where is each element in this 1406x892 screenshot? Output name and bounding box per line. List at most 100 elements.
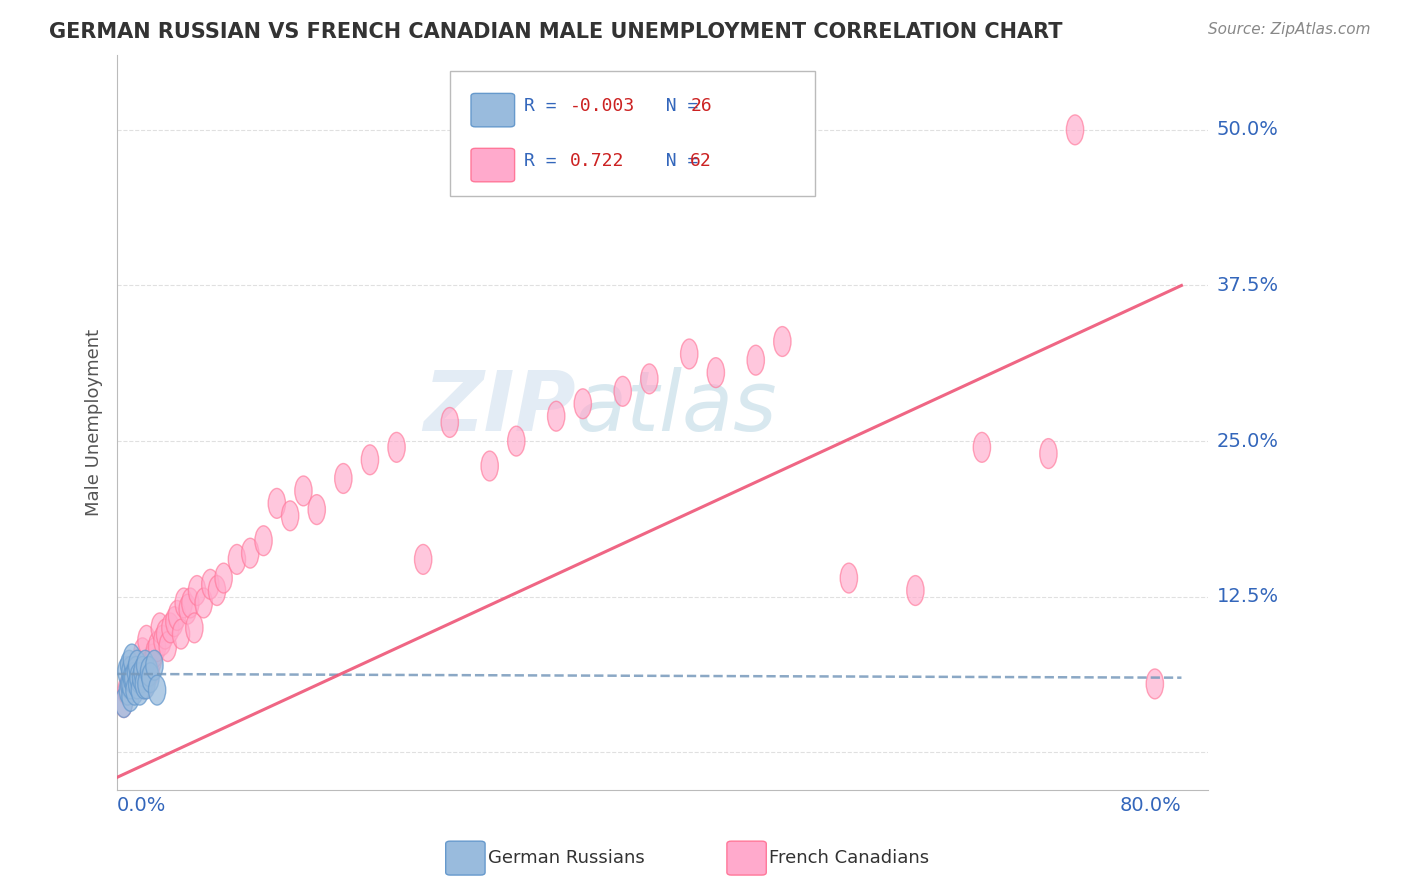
Ellipse shape (146, 650, 163, 681)
Ellipse shape (136, 669, 153, 698)
Ellipse shape (134, 638, 150, 668)
Ellipse shape (124, 663, 141, 692)
Ellipse shape (308, 495, 325, 524)
Ellipse shape (120, 675, 136, 705)
Ellipse shape (138, 669, 155, 698)
Ellipse shape (142, 663, 159, 692)
Ellipse shape (208, 575, 225, 606)
Ellipse shape (121, 669, 138, 698)
Ellipse shape (131, 663, 149, 692)
Ellipse shape (169, 600, 186, 631)
Text: 25.0%: 25.0% (1216, 432, 1278, 450)
Ellipse shape (121, 669, 138, 698)
Ellipse shape (128, 669, 146, 698)
Ellipse shape (122, 669, 139, 698)
Ellipse shape (127, 657, 145, 687)
Ellipse shape (121, 650, 138, 681)
Ellipse shape (388, 433, 405, 462)
Ellipse shape (145, 644, 162, 674)
Ellipse shape (907, 575, 924, 606)
Text: French Canadians: French Canadians (769, 849, 929, 867)
Ellipse shape (201, 569, 219, 599)
Ellipse shape (614, 376, 631, 406)
Ellipse shape (215, 563, 232, 593)
Ellipse shape (242, 538, 259, 568)
Ellipse shape (574, 389, 592, 418)
Ellipse shape (166, 607, 183, 637)
Ellipse shape (131, 675, 149, 705)
Ellipse shape (195, 588, 212, 618)
Ellipse shape (128, 650, 146, 681)
Ellipse shape (146, 638, 163, 668)
Ellipse shape (173, 619, 190, 649)
Ellipse shape (228, 544, 246, 574)
Ellipse shape (176, 588, 193, 618)
Ellipse shape (132, 663, 150, 692)
Ellipse shape (159, 632, 176, 662)
Ellipse shape (129, 663, 148, 692)
Text: Source: ZipAtlas.com: Source: ZipAtlas.com (1208, 22, 1371, 37)
Ellipse shape (773, 326, 792, 357)
Text: N =: N = (644, 97, 709, 115)
Ellipse shape (124, 663, 141, 692)
Text: 0.0%: 0.0% (117, 796, 166, 815)
Ellipse shape (162, 613, 179, 643)
Text: 80.0%: 80.0% (1119, 796, 1181, 815)
Ellipse shape (136, 650, 153, 681)
Ellipse shape (181, 588, 200, 618)
Text: German Russians: German Russians (488, 849, 644, 867)
Ellipse shape (150, 613, 169, 643)
Ellipse shape (125, 675, 143, 705)
Y-axis label: Male Unemployment: Male Unemployment (86, 329, 103, 516)
Ellipse shape (254, 525, 273, 556)
Ellipse shape (156, 619, 174, 649)
Ellipse shape (508, 426, 524, 456)
Ellipse shape (481, 451, 498, 481)
Ellipse shape (134, 657, 150, 687)
Ellipse shape (641, 364, 658, 393)
Text: 12.5%: 12.5% (1216, 587, 1278, 607)
Ellipse shape (186, 613, 202, 643)
Text: 37.5%: 37.5% (1216, 276, 1278, 295)
Ellipse shape (125, 657, 142, 687)
Ellipse shape (135, 669, 152, 698)
Ellipse shape (141, 657, 157, 687)
Text: 62: 62 (690, 153, 711, 170)
Ellipse shape (269, 489, 285, 518)
Ellipse shape (115, 688, 132, 717)
Ellipse shape (127, 669, 145, 698)
Ellipse shape (132, 657, 150, 687)
Ellipse shape (681, 339, 697, 369)
Text: GERMAN RUSSIAN VS FRENCH CANADIAN MALE UNEMPLOYMENT CORRELATION CHART: GERMAN RUSSIAN VS FRENCH CANADIAN MALE U… (49, 22, 1063, 42)
Ellipse shape (747, 345, 765, 376)
Text: 50.0%: 50.0% (1216, 120, 1278, 139)
Ellipse shape (122, 657, 139, 687)
Ellipse shape (124, 644, 141, 674)
Ellipse shape (125, 663, 142, 692)
Ellipse shape (1146, 669, 1164, 698)
Ellipse shape (973, 433, 991, 462)
Ellipse shape (295, 476, 312, 506)
Ellipse shape (141, 650, 157, 681)
Text: N =: N = (644, 153, 709, 170)
Ellipse shape (1066, 115, 1084, 145)
Text: 0.722: 0.722 (569, 153, 624, 170)
Ellipse shape (115, 688, 132, 717)
Text: ZIP: ZIP (423, 368, 575, 449)
Ellipse shape (142, 657, 159, 687)
Ellipse shape (138, 625, 155, 656)
Ellipse shape (415, 544, 432, 574)
Ellipse shape (361, 445, 378, 475)
Ellipse shape (707, 358, 724, 388)
Ellipse shape (122, 681, 139, 711)
Ellipse shape (149, 675, 166, 705)
Ellipse shape (153, 625, 172, 656)
Ellipse shape (118, 675, 135, 705)
Ellipse shape (841, 563, 858, 593)
Ellipse shape (118, 657, 135, 687)
Ellipse shape (281, 501, 299, 531)
Text: R =: R = (524, 153, 579, 170)
Ellipse shape (1040, 439, 1057, 468)
Ellipse shape (441, 408, 458, 437)
Text: atlas: atlas (575, 368, 778, 449)
